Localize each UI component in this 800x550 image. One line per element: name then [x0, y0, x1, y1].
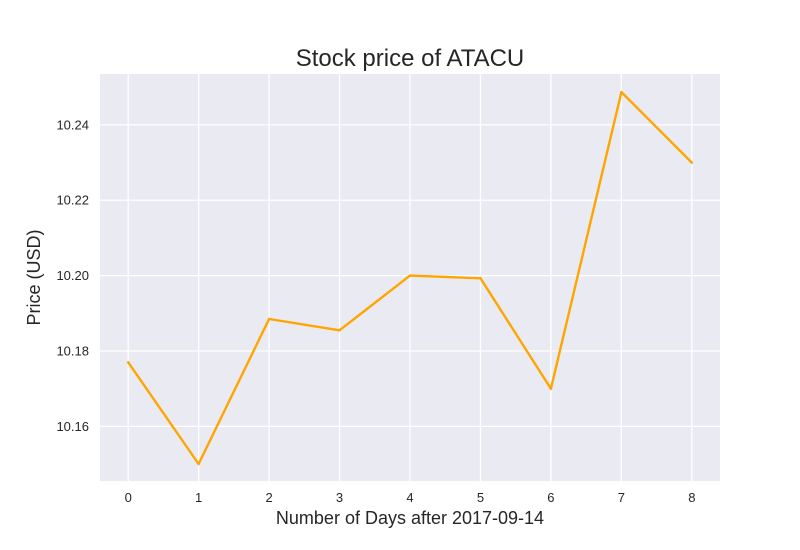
x-tick-label: 7 — [618, 490, 625, 505]
data-point — [197, 462, 200, 466]
y-tick-label: 10.22 — [56, 193, 89, 208]
data-point — [126, 361, 130, 364]
y-gridlines — [100, 124, 720, 428]
x-tick-labels: 0 1 2 3 4 5 6 7 8 — [125, 490, 696, 505]
y-tick-label: 10.16 — [56, 419, 89, 434]
y-tick-label: 10.24 — [56, 117, 89, 132]
y-axis-label: Price (USD) — [24, 229, 44, 325]
data-point — [338, 329, 341, 332]
x-tick-label: 5 — [477, 490, 484, 505]
y-tick-labels: 10.16 10.18 10.20 10.22 10.24 — [56, 117, 89, 433]
x-tick-label: 0 — [125, 490, 132, 505]
x-tick-label: 1 — [195, 490, 202, 505]
y-tick-label: 10.20 — [56, 268, 89, 283]
x-tick-label: 4 — [406, 490, 413, 505]
chart-title: Stock price of ATACU — [296, 45, 525, 72]
data-point — [620, 90, 623, 94]
series-layer — [126, 90, 694, 466]
data-point — [690, 161, 694, 164]
x-tick-label: 6 — [547, 490, 554, 505]
x-tick-label: 3 — [336, 490, 343, 505]
x-axis-label: Number of Days after 2017-09-14 — [276, 508, 544, 528]
data-point — [479, 277, 482, 280]
x-tick-label: 8 — [688, 490, 695, 505]
data-point — [549, 387, 553, 390]
data-point — [408, 274, 412, 277]
data-point — [267, 317, 271, 321]
x-tick-label: 2 — [265, 490, 272, 505]
y-tick-label: 10.18 — [56, 343, 89, 358]
